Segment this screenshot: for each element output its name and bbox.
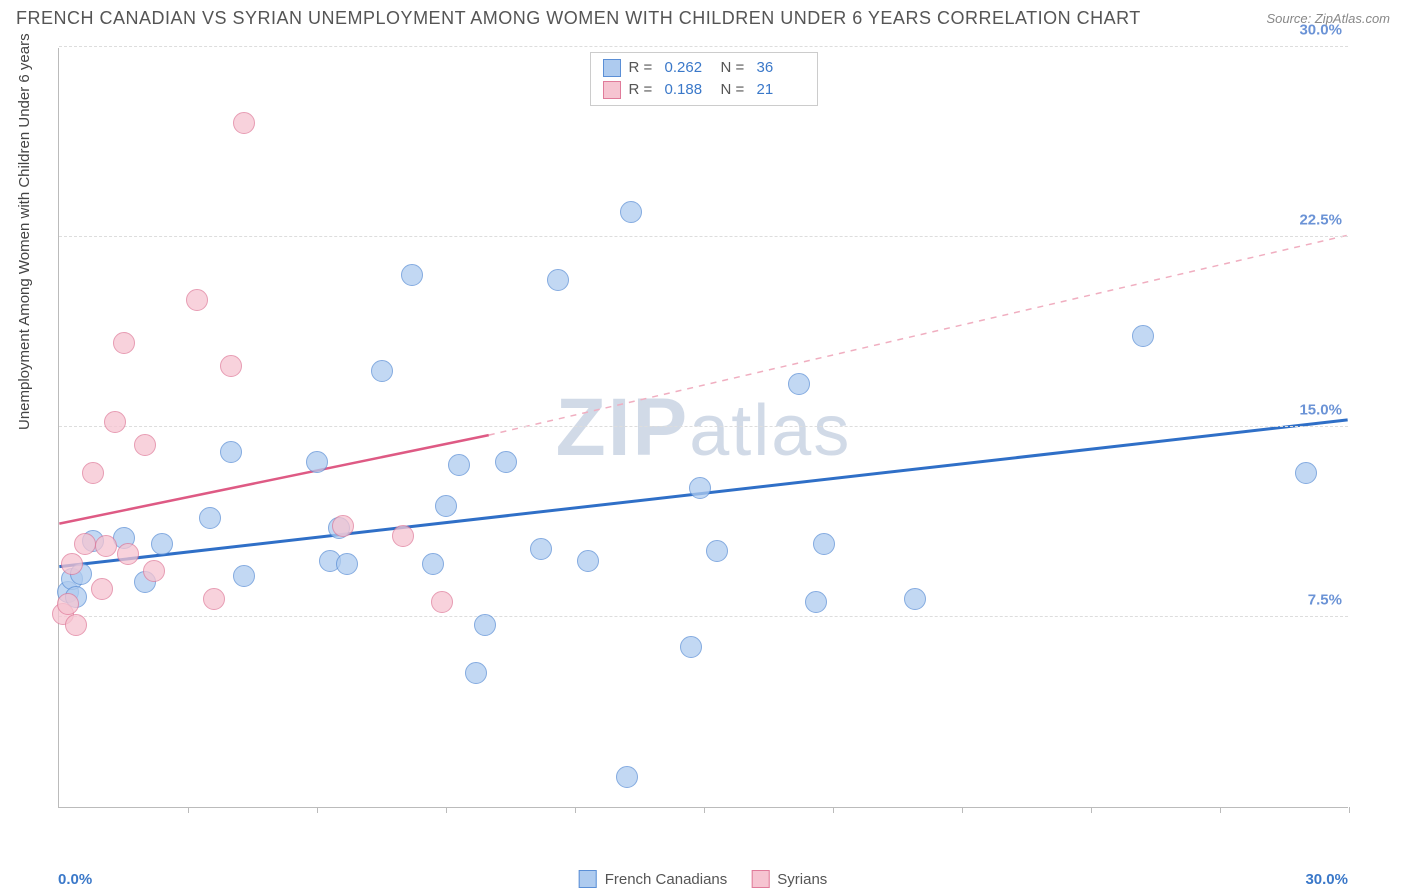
gridline [59, 46, 1348, 47]
watermark: ZIPatlas [556, 381, 852, 475]
legend-swatch [751, 870, 769, 888]
data-point [306, 451, 328, 473]
r-label: R = [629, 57, 657, 79]
legend-swatch [603, 59, 621, 77]
x-min-label: 0.0% [58, 871, 92, 888]
data-point [788, 373, 810, 395]
legend-stats: R = 0.262 N = 36 R = 0.188 N = 21 [590, 52, 818, 106]
data-point [65, 614, 87, 636]
gridline [59, 616, 1348, 617]
gridline [59, 236, 1348, 237]
n-label: N = [721, 57, 749, 79]
legend-series-item: French Canadians [579, 870, 728, 888]
data-point [95, 535, 117, 557]
n-label: N = [721, 79, 749, 101]
data-point [199, 507, 221, 529]
scatter-plot: ZIPatlas R = 0.262 N = 36 R = 0.188 N = 21 7.5%… [58, 48, 1348, 808]
x-tick [1091, 807, 1092, 813]
data-point [220, 441, 242, 463]
y-tick-label: 15.0% [1299, 402, 1342, 419]
data-point [474, 614, 496, 636]
r-label: R = [629, 79, 657, 101]
y-tick-label: 22.5% [1299, 212, 1342, 229]
data-point [706, 540, 728, 562]
x-tick [317, 807, 318, 813]
data-point [336, 553, 358, 575]
x-tick [188, 807, 189, 813]
y-axis-title: Unemployment Among Women with Children U… [16, 33, 33, 430]
data-point [220, 355, 242, 377]
n-value: 21 [757, 79, 805, 101]
n-value: 36 [757, 57, 805, 79]
data-point [435, 495, 457, 517]
data-point [422, 553, 444, 575]
y-tick-label: 7.5% [1308, 592, 1342, 609]
x-tick [1349, 807, 1350, 813]
data-point [805, 591, 827, 613]
data-point [91, 578, 113, 600]
data-point [616, 766, 638, 788]
x-tick [962, 807, 963, 813]
data-point [392, 525, 414, 547]
legend-swatch [579, 870, 597, 888]
data-point [151, 533, 173, 555]
data-point [495, 451, 517, 473]
legend-stats-row: R = 0.188 N = 21 [603, 79, 805, 101]
legend-series-item: Syrians [751, 870, 827, 888]
x-tick [833, 807, 834, 813]
x-tick [1220, 807, 1221, 813]
data-point [233, 112, 255, 134]
data-point [530, 538, 552, 560]
data-point [203, 588, 225, 610]
data-point [82, 462, 104, 484]
x-tick [704, 807, 705, 813]
data-point [547, 269, 569, 291]
data-point [401, 264, 423, 286]
data-point [332, 515, 354, 537]
data-point [117, 543, 139, 565]
data-point [813, 533, 835, 555]
data-point [465, 662, 487, 684]
r-value: 0.262 [665, 57, 713, 79]
data-point [371, 360, 393, 382]
data-point [143, 560, 165, 582]
legend-stats-row: R = 0.262 N = 36 [603, 57, 805, 79]
legend-series-label: French Canadians [605, 871, 728, 888]
gridline [59, 426, 1348, 427]
data-point [61, 553, 83, 575]
legend-swatch [603, 81, 621, 99]
data-point [904, 588, 926, 610]
data-point [104, 411, 126, 433]
data-point [186, 289, 208, 311]
data-point [431, 591, 453, 613]
y-tick-label: 30.0% [1299, 22, 1342, 39]
x-max-label: 30.0% [1305, 871, 1348, 888]
chart-title: FRENCH CANADIAN VS SYRIAN UNEMPLOYMENT A… [16, 8, 1141, 29]
data-point [448, 454, 470, 476]
data-point [113, 332, 135, 354]
data-point [689, 477, 711, 499]
r-value: 0.188 [665, 79, 713, 101]
data-point [577, 550, 599, 572]
data-point [57, 593, 79, 615]
data-point [620, 201, 642, 223]
legend-series-label: Syrians [777, 871, 827, 888]
x-tick [446, 807, 447, 813]
data-point [1295, 462, 1317, 484]
data-point [1132, 325, 1154, 347]
data-point [680, 636, 702, 658]
data-point [74, 533, 96, 555]
trend-lines [59, 48, 1348, 807]
data-point [134, 434, 156, 456]
legend-series: French Canadians Syrians [579, 870, 828, 888]
x-tick [575, 807, 576, 813]
data-point [233, 565, 255, 587]
